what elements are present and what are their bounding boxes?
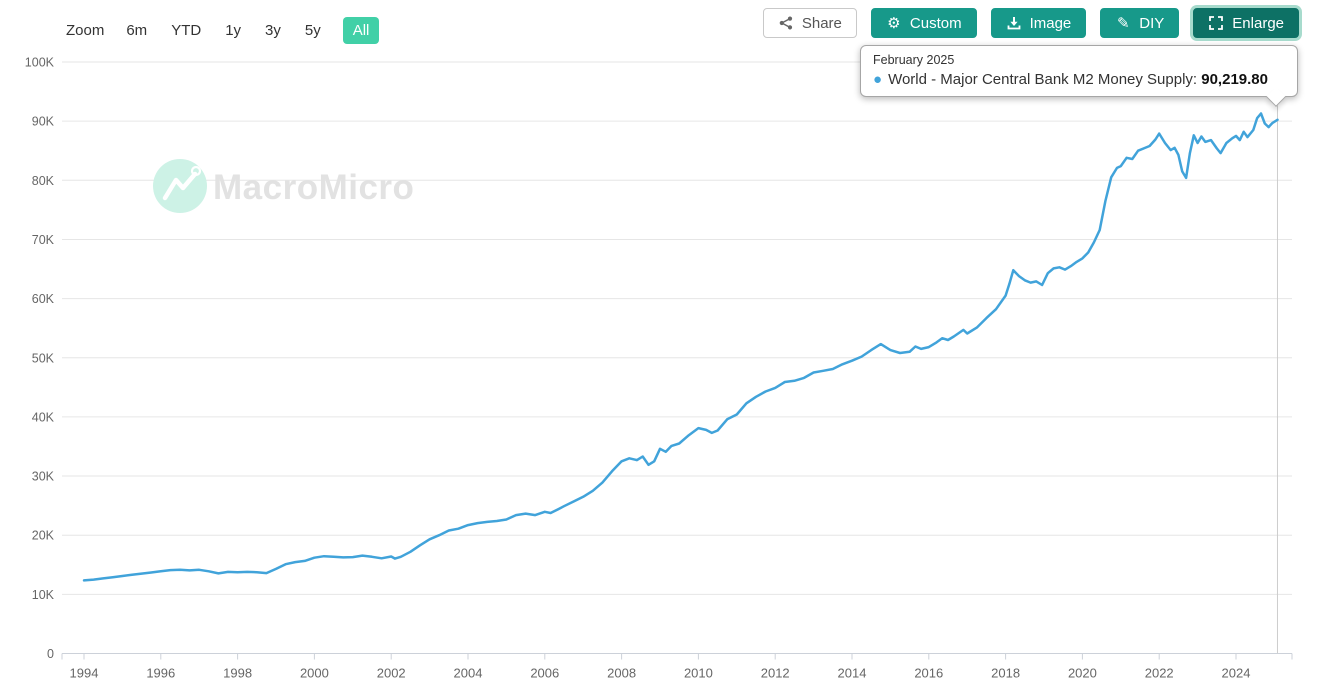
tooltip-series-label: World - Major Central Bank M2 Money Supp… xyxy=(888,71,1193,88)
y-axis-label: 90K xyxy=(32,115,55,129)
x-axis-label: 2022 xyxy=(1145,666,1174,681)
x-axis-label: 2002 xyxy=(377,666,406,681)
x-axis-label: 2014 xyxy=(838,666,867,681)
x-axis-label: 2012 xyxy=(761,666,790,681)
y-axis-label: 0 xyxy=(47,647,54,661)
range-button-ytd[interactable]: YTD xyxy=(171,22,202,39)
enlarge-button-label: Enlarge xyxy=(1232,14,1284,32)
y-axis-label: 60K xyxy=(32,292,55,306)
gridlines: 0 10K 20K 30K 40K 50K 60K 70K 80K 90K 100K xyxy=(25,56,1292,661)
x-axis-label: 2000 xyxy=(300,666,329,681)
tooltip-date: February 2025 xyxy=(873,53,955,67)
x-axis-label: 2020 xyxy=(1068,666,1097,681)
chart-actions: Share ⚙ Custom Image ✎ DIY xyxy=(762,8,1299,38)
share-nodes-icon xyxy=(778,15,794,31)
macromicro-watermark: MacroMicro xyxy=(153,159,414,213)
image-button-label: Image xyxy=(1029,14,1072,32)
tooltip-value: 90,219.80 xyxy=(1201,71,1268,88)
custom-button-label: Custom xyxy=(909,14,962,32)
x-axis-label: 2018 xyxy=(991,666,1020,681)
expand-icon xyxy=(1208,15,1224,31)
share-button[interactable]: Share xyxy=(762,8,857,38)
x-axis-label: 1998 xyxy=(223,666,252,681)
y-axis-label: 80K xyxy=(32,174,55,188)
series-line-m2-money-supply[interactable] xyxy=(82,112,1279,582)
range-button-1y[interactable]: 1y xyxy=(225,22,242,39)
enlarge-button[interactable]: Enlarge xyxy=(1193,8,1299,38)
y-axis-label: 50K xyxy=(32,351,55,365)
y-axis-label: 40K xyxy=(32,410,55,424)
watermark-text: MacroMicro xyxy=(213,168,414,207)
zoom-label: Zoom xyxy=(66,22,105,39)
share-button-label: Share xyxy=(801,14,842,32)
image-button[interactable]: Image xyxy=(990,8,1087,38)
x-axis-label: 1996 xyxy=(146,666,175,681)
pencil-icon: ✎ xyxy=(1116,14,1130,32)
chart-tooltip: February 2025 ● World - Major Central Ban… xyxy=(860,45,1298,107)
diy-button[interactable]: ✎ DIY xyxy=(1100,8,1180,38)
tooltip-series-bullet: ● xyxy=(873,71,883,88)
x-axis-label: 1994 xyxy=(70,666,99,681)
diy-button-label: DIY xyxy=(1139,14,1165,32)
x-axis-label: 2008 xyxy=(607,666,636,681)
range-button-5y[interactable]: 5y xyxy=(304,22,321,39)
custom-button[interactable]: ⚙ Custom xyxy=(870,8,977,38)
x-axis-label: 2010 xyxy=(684,666,713,681)
y-axis-label: 30K xyxy=(32,470,55,484)
x-axis-label: 2024 xyxy=(1222,666,1251,681)
y-axis-label: 10K xyxy=(32,588,55,602)
y-axis-label: 100K xyxy=(25,56,55,70)
x-axis-label: 2006 xyxy=(530,666,559,681)
zoom-range-selector: Zoom 6m YTD 1y 3y 5y All xyxy=(66,17,380,44)
tooltip-separator: : xyxy=(1192,71,1202,88)
y-axis-label: 20K xyxy=(32,529,55,543)
x-axis-label: 2016 xyxy=(914,666,943,681)
y-axis-label: 70K xyxy=(32,233,55,247)
gear-icon: ⚙ xyxy=(887,14,901,32)
download-icon xyxy=(1006,15,1022,31)
x-axis: 1994 1996 1998 2000 2002 2004 2006 2008 2010 2012… xyxy=(61,653,1293,681)
range-button-6m[interactable]: 6m xyxy=(126,22,148,39)
x-axis-label: 2004 xyxy=(454,666,483,681)
range-button-all[interactable]: All xyxy=(342,17,380,44)
tooltip-series-row: ● World - Major Central Bank M2 Money Sup… xyxy=(873,71,1285,88)
range-button-3y[interactable]: 3y xyxy=(265,22,281,39)
